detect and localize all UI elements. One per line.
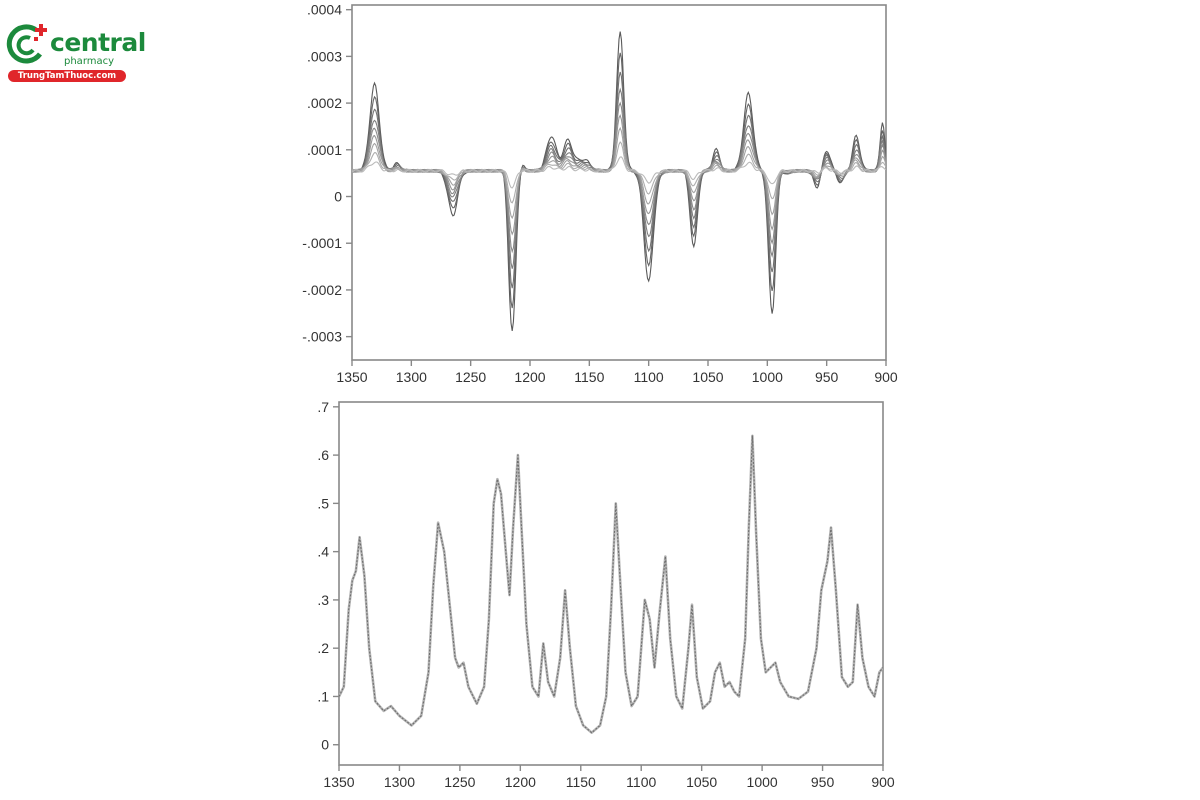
x-tick-label: 1200 bbox=[514, 369, 545, 385]
y-tick-label: .7 bbox=[317, 399, 329, 415]
y-tick-label: .0002 bbox=[307, 95, 342, 111]
x-tick-label: 1250 bbox=[444, 774, 475, 790]
y-tick-label: .0004 bbox=[307, 2, 342, 18]
spectrum-trace bbox=[352, 126, 886, 220]
spectrum-trace bbox=[339, 435, 883, 734]
logo-mark-icon bbox=[6, 24, 47, 64]
y-tick-label: .1 bbox=[317, 688, 329, 704]
x-tick-label: 1000 bbox=[747, 774, 778, 790]
logo-brand-text: central bbox=[50, 28, 146, 57]
y-tick-label: .0003 bbox=[307, 48, 342, 64]
x-tick-label: 1250 bbox=[455, 369, 486, 385]
x-tick-label: 950 bbox=[811, 774, 835, 790]
y-tick-label: -.0001 bbox=[302, 235, 342, 251]
plot-frame bbox=[338, 401, 884, 766]
y-tick-label: .5 bbox=[317, 495, 329, 511]
x-tick-label: 1350 bbox=[323, 774, 354, 790]
derivative-spectra-chart: 1350 1300 1250 1200 1150 1100 1050 1000 950 900 .0… bbox=[302, 2, 898, 385]
logo-sub-text: pharmacy bbox=[64, 56, 115, 67]
spectrum-trace bbox=[352, 114, 886, 236]
x-tick-label: 1300 bbox=[384, 774, 415, 790]
y-tick-label: .0001 bbox=[307, 142, 342, 158]
y-tick-label: -.0002 bbox=[302, 282, 342, 298]
x-tick-label: 1200 bbox=[505, 774, 536, 790]
x-tick-label: 950 bbox=[815, 369, 839, 385]
x-tick-label: 1300 bbox=[396, 369, 427, 385]
spectrum-trace bbox=[352, 71, 886, 289]
spectrum-trace bbox=[352, 87, 886, 269]
y-tick-label: .2 bbox=[317, 640, 329, 656]
y-tick-label: .3 bbox=[317, 592, 329, 608]
x-tick-label: 1000 bbox=[752, 369, 783, 385]
x-tick-label: 1150 bbox=[574, 369, 604, 385]
x-tick-label: 1050 bbox=[686, 774, 717, 790]
spectrum-trace bbox=[352, 101, 886, 254]
y-tick-label: 0 bbox=[334, 189, 342, 205]
logo-site-badge: TrungTamThuoc.com bbox=[8, 70, 126, 82]
y-tick-label: -.0003 bbox=[302, 329, 342, 345]
y-tick-label: .6 bbox=[317, 447, 329, 463]
x-tick-label: 1100 bbox=[634, 369, 664, 385]
y-tick-label: 0 bbox=[321, 737, 329, 753]
absorbance-spectrum-chart: 1350 1300 1250 1200 1150 1100 1050 1000 950 900 .7… bbox=[317, 399, 895, 790]
spectrum-trace bbox=[352, 52, 886, 309]
x-tick-label: 900 bbox=[874, 369, 898, 385]
brand-logo[interactable]: central pharmacy TrungTamThuoc.com bbox=[6, 22, 146, 82]
x-tick-label: 1150 bbox=[566, 774, 596, 790]
x-tick-label: 900 bbox=[871, 774, 895, 790]
spectrum-trace-halo bbox=[339, 434, 883, 735]
x-tick-label: 1100 bbox=[626, 774, 656, 790]
plot-frame bbox=[351, 4, 887, 361]
x-tick-label: 1050 bbox=[692, 369, 723, 385]
y-tick-label: .4 bbox=[317, 544, 329, 560]
x-tick-label: 1350 bbox=[336, 369, 367, 385]
spectrum-trace bbox=[352, 156, 886, 189]
